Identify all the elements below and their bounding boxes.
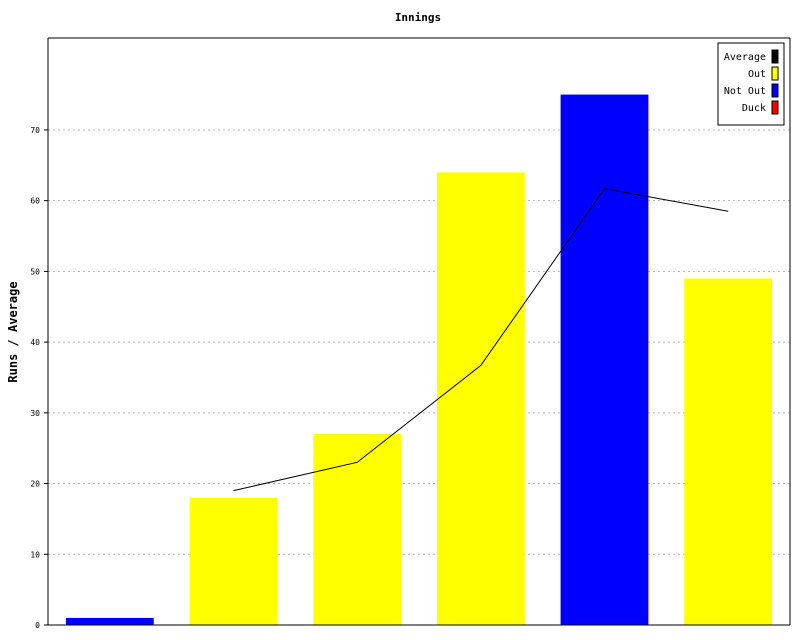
bar-inning-6 <box>684 278 773 625</box>
y-tick-label: 0 <box>35 621 40 630</box>
legend-label: Duck <box>742 103 766 114</box>
axes: 0 10 20 30 40 50 60 70 <box>30 37 791 630</box>
legend-swatch <box>771 100 779 115</box>
y-tick-label: 10 <box>30 550 40 559</box>
bar-series <box>65 94 773 626</box>
legend-swatch <box>771 83 779 98</box>
y-tick-label: 20 <box>30 480 40 489</box>
legend-label: Not Out <box>724 86 766 97</box>
y-tick-label: 30 <box>30 409 40 418</box>
y-tick-label: 60 <box>30 197 40 206</box>
y-axis-label: Runs / Average <box>6 281 20 382</box>
bar-inning-3 <box>313 434 402 625</box>
legend-label: Average <box>724 52 766 63</box>
legend: Average Out Not Out Duck <box>717 42 785 126</box>
average-line-series <box>233 188 729 492</box>
average-line <box>233 188 729 492</box>
bar-inning-2 <box>189 497 278 625</box>
bar-inning-1 <box>65 617 154 625</box>
gridlines <box>48 129 790 555</box>
chart-title: Innings <box>395 11 441 24</box>
y-tick-label: 70 <box>30 126 40 135</box>
bar-inning-4 <box>436 172 525 626</box>
legend-swatch <box>771 49 779 64</box>
legend-swatch <box>771 66 779 81</box>
bar-inning-5 <box>560 94 649 626</box>
y-tick-label: 40 <box>30 338 40 347</box>
y-tick-label: 50 <box>30 267 40 276</box>
legend-label: Out <box>748 69 766 80</box>
